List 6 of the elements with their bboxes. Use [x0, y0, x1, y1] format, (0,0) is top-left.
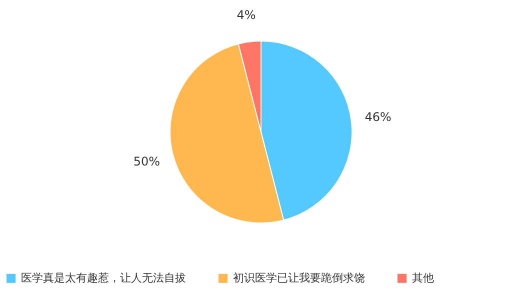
- legend-label: 其他: [412, 271, 434, 284]
- data-label: 46%: [364, 110, 392, 124]
- data-label: 4%: [236, 8, 256, 22]
- legend-label: 初识医学已让我要跪倒求饶: [233, 271, 365, 284]
- legend-label: 医学真是太有趣惹，让人无法自拔: [21, 271, 186, 284]
- data-label: 50%: [133, 154, 160, 168]
